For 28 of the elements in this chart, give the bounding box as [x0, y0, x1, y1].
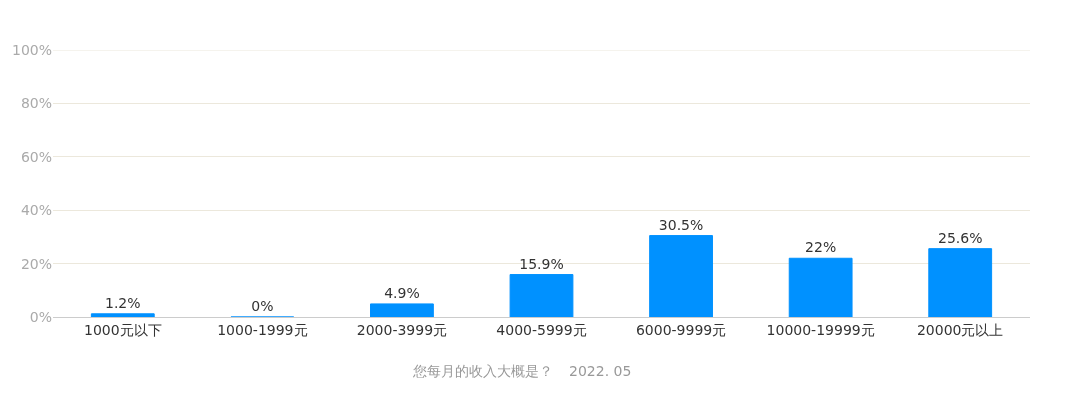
data-label: 1.2%: [105, 294, 141, 311]
data-label: 0%: [251, 298, 274, 314]
bar: [509, 274, 574, 317]
bar: [370, 303, 434, 317]
bar: [90, 313, 155, 317]
text: 您每月的收入大概是？: [412, 363, 553, 379]
bar: [788, 257, 853, 317]
data-label: 30.5%: [658, 216, 704, 233]
x-tick-label: 1000元以下: [83, 321, 162, 338]
data-label: 15.9%: [519, 255, 564, 272]
text: 2022. 05: [569, 363, 632, 379]
bar: [649, 235, 713, 317]
x-tick-label: 2000-3999元: [356, 321, 448, 338]
x-tick-label: 6000-9999元: [635, 321, 727, 338]
bar: [928, 248, 993, 317]
x-tick-label: 4000-5999元: [496, 321, 587, 338]
y-tick-label: 100%: [11, 41, 52, 58]
x-tick-label: 10000-19999元: [766, 321, 875, 338]
data-label: 22%: [805, 239, 837, 256]
y-tick-label: 80%: [20, 95, 52, 112]
y-tick-label: 60%: [20, 148, 52, 165]
y-tick-label: 20%: [20, 255, 52, 272]
x-tick-label: 20000元以上: [916, 321, 1004, 338]
data-label: 4.9%: [384, 284, 420, 301]
x-tick-label: 1000-1999元: [217, 321, 308, 338]
data-label: 25.6%: [937, 229, 983, 246]
y-tick-label: 40%: [20, 202, 52, 219]
y-tick-label: 0%: [29, 308, 52, 325]
